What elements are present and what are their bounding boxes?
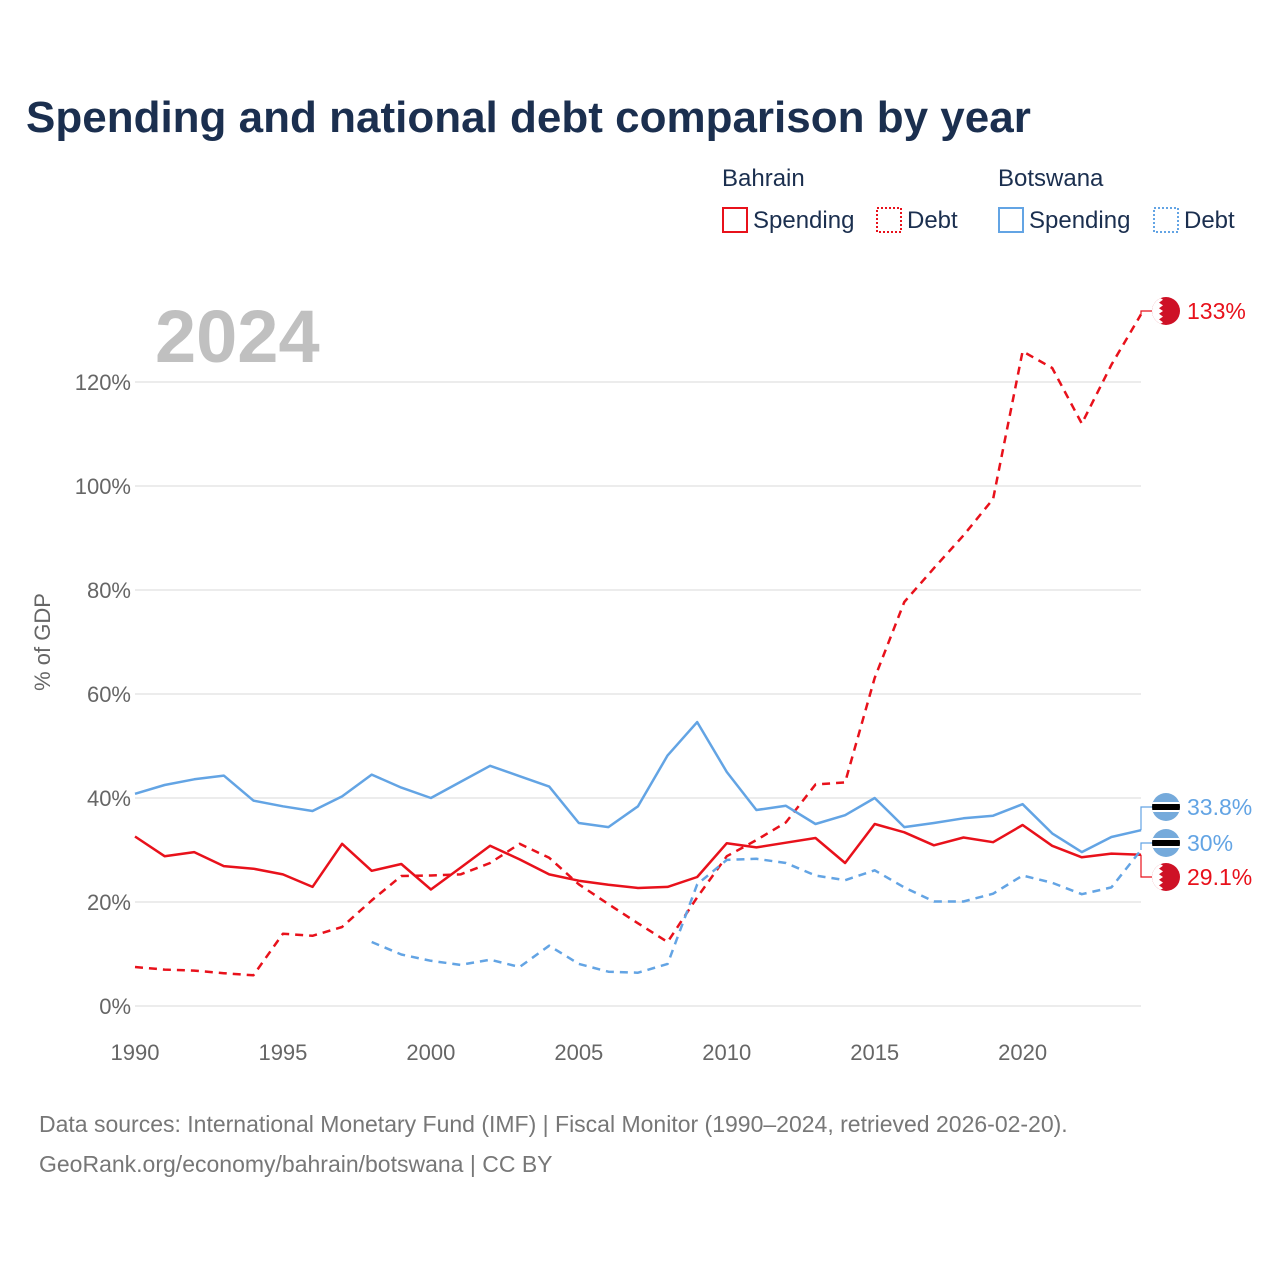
legend-label-botswana-spending: Spending [1029,207,1130,234]
series-bahrain-debt [134,313,1143,977]
end-labels: 133% 33.8% 30% 29.1% [1140,297,1252,891]
series-botswana-spending [134,720,1142,854]
end-label-value: 29.1% [1187,864,1252,890]
end-label-connector [1140,842,1152,850]
year-watermark: 2024 [155,295,320,378]
source-line-1: Data sources: International Monetary Fun… [39,1111,1068,1137]
legend-label-botswana-debt: Debt [1184,207,1235,234]
legend-swatch-botswana-debt [1153,207,1179,233]
bahrain-flag-icon [1152,297,1180,325]
end-label-connector [1140,854,1152,878]
end-label-value: 133% [1187,298,1246,324]
x-tick-label: 2015 [850,1040,899,1065]
series-botswana-debt [371,849,1142,974]
x-tick-label: 1990 [111,1040,160,1065]
y-tick-label: 20% [87,890,131,915]
end-label-value: 30% [1187,830,1233,856]
source-line-2: GeoRank.org/economy/bahrain/botswana | C… [39,1151,553,1177]
chart-title: Spending and national debt comparison by… [26,93,1031,142]
legend-group-botswana: Botswana [998,165,1104,192]
x-tick-label: 2000 [406,1040,455,1065]
end-label-connector [1140,806,1152,831]
y-axis-label: % of GDP [30,593,55,691]
y-tick-label: 100% [75,474,131,499]
end-label-value: 33.8% [1187,794,1252,820]
series-bahrain-spending [134,822,1142,891]
x-tick-label: 1995 [258,1040,307,1065]
legend-swatch-bahrain-debt [876,207,902,233]
y-tick-label: 60% [87,682,131,707]
legend-label-bahrain-debt: Debt [907,207,958,234]
x-tick-label: 2005 [554,1040,603,1065]
legend-label-bahrain-spending: Spending [753,207,854,234]
legend-swatch-bahrain-spending [722,207,748,233]
legend-swatch-botswana-spending [998,207,1024,233]
series-lines [134,313,1143,977]
x-tick-labels: 1990 1995 2000 2005 2010 2015 2020 [111,1040,1048,1065]
y-tick-label: 40% [87,786,131,811]
legend-group-bahrain: Bahrain [722,165,805,192]
x-tick-label: 2010 [702,1040,751,1065]
y-tick-labels: 0% 20% 40% 60% 80% 100% 120% [75,370,131,1019]
grid-lines [135,381,1141,1007]
x-tick-label: 2020 [998,1040,1047,1065]
botswana-flag-icon [1152,829,1180,857]
y-tick-label: 120% [75,370,131,395]
end-label-connector [1140,310,1152,315]
botswana-flag-icon [1152,793,1180,821]
y-tick-label: 80% [87,578,131,603]
legend: Bahrain Spending Debt Botswana Spending … [722,165,1235,234]
bahrain-flag-icon [1152,863,1180,891]
y-tick-label: 0% [99,994,131,1019]
